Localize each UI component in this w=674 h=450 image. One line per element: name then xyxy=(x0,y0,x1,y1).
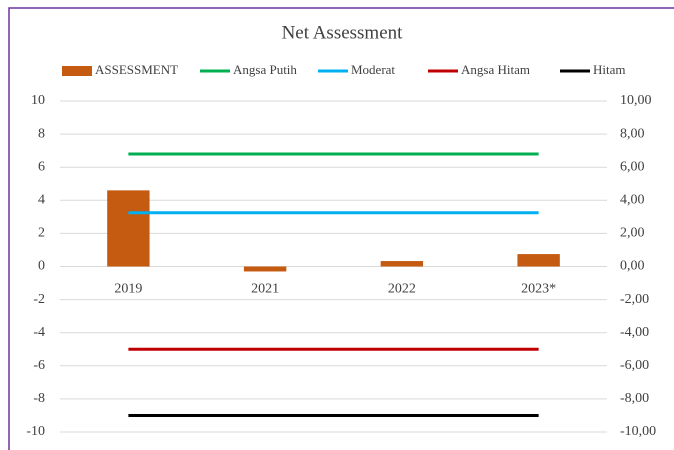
chart-title: Net Assessment xyxy=(282,22,404,43)
bar xyxy=(243,266,287,272)
y-tick-label: 6 xyxy=(38,159,45,174)
x-tick-label: 2019 xyxy=(114,282,142,297)
y2-tick-label: -2,00 xyxy=(620,292,649,307)
y-tick-label: 10 xyxy=(31,93,45,108)
x-tick-label: 2023* xyxy=(521,282,556,297)
y-tick-label: -10 xyxy=(26,424,45,439)
legend-label: ASSESSMENT xyxy=(95,62,178,77)
y2-tick-label: 6,00 xyxy=(620,159,645,174)
y2-tick-label: 0,00 xyxy=(620,259,645,274)
x-tick-label: 2021 xyxy=(251,282,279,297)
bar xyxy=(107,190,150,267)
y-tick-label: -8 xyxy=(33,391,45,406)
y-tick-label: 4 xyxy=(38,193,45,208)
legend-swatch xyxy=(62,66,92,76)
y-tick-label: 2 xyxy=(38,226,45,241)
y2-tick-label: 2,00 xyxy=(620,226,645,241)
y-tick-label: 0 xyxy=(38,259,45,274)
y2-tick-label: -4,00 xyxy=(620,325,649,340)
bar xyxy=(380,261,424,267)
y2-tick-label: -6,00 xyxy=(620,358,649,373)
y2-tick-label: 8,00 xyxy=(620,126,645,141)
y-tick-label: 8 xyxy=(38,126,45,141)
x-tick-label: 2022 xyxy=(388,282,416,297)
y-tick-label: -2 xyxy=(33,292,45,307)
y2-tick-label: 4,00 xyxy=(620,193,645,208)
bar xyxy=(517,254,560,267)
y-tick-label: -6 xyxy=(33,358,45,373)
y-tick-label: -4 xyxy=(33,325,45,340)
y2-tick-label: 10,00 xyxy=(620,93,652,108)
y2-tick-label: -10,00 xyxy=(620,424,656,439)
legend-label: Angsa Hitam xyxy=(461,62,530,77)
legend-label: Angsa Putih xyxy=(233,62,297,77)
legend-label: Moderat xyxy=(351,62,395,77)
y2-tick-label: -8,00 xyxy=(620,391,649,406)
legend-label: Hitam xyxy=(593,62,626,77)
